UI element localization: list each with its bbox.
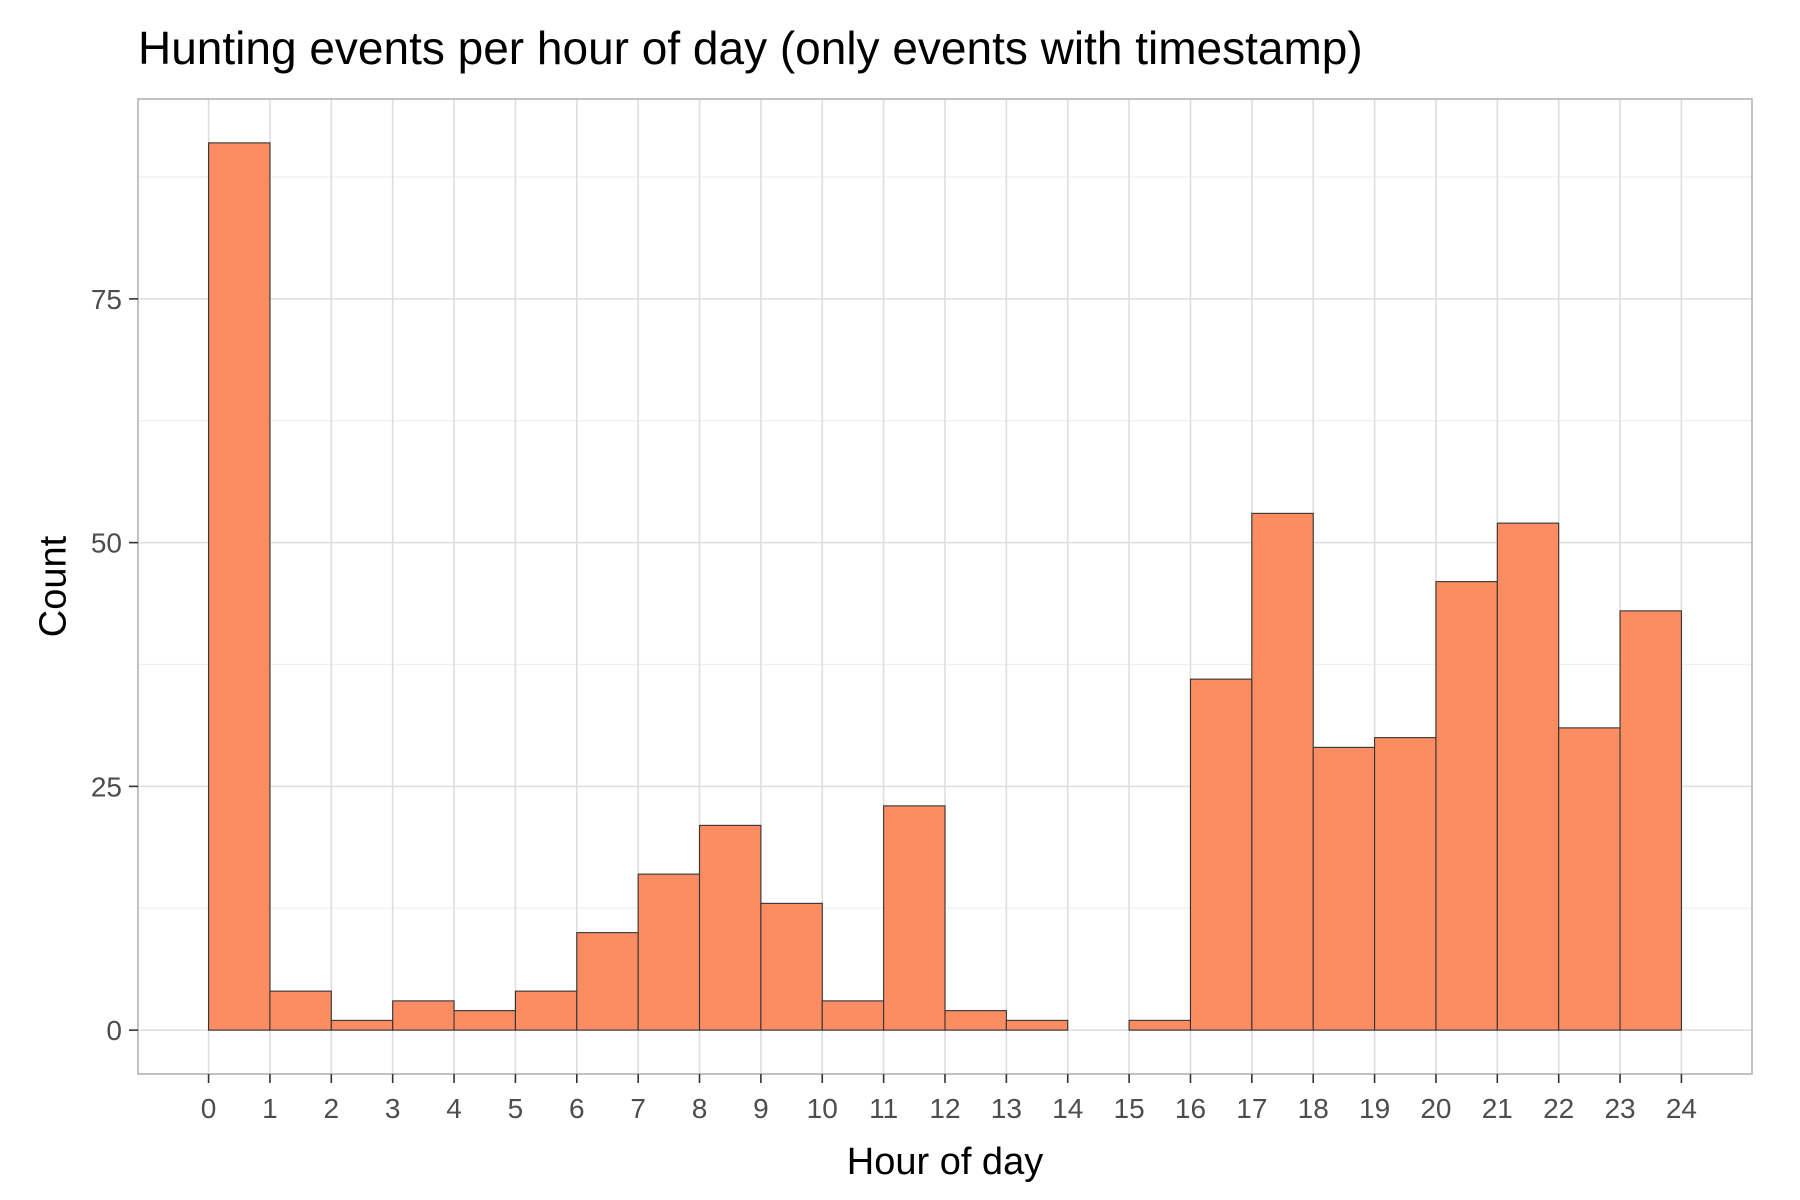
bar <box>1435 581 1498 1031</box>
x-tick-label: 11 <box>869 1093 898 1124</box>
x-tick-label: 10 <box>807 1093 838 1124</box>
bar <box>1189 678 1253 1031</box>
bar <box>453 1010 516 1031</box>
x-tick-label: 18 <box>1298 1093 1329 1124</box>
x-axis-title: Hour of day <box>847 1141 1043 1183</box>
bar <box>330 1019 394 1031</box>
bar <box>269 990 332 1031</box>
x-tick-label: 13 <box>991 1093 1022 1124</box>
y-tick-label: 50 <box>91 528 122 559</box>
x-tick-label: 9 <box>753 1093 769 1124</box>
bar <box>1558 727 1621 1031</box>
x-tick-label: 23 <box>1604 1093 1635 1124</box>
x-tick-label: 16 <box>1175 1093 1206 1124</box>
bar <box>1128 1019 1192 1031</box>
y-axis-title: Count <box>32 535 74 637</box>
x-tick-label: 8 <box>692 1093 708 1124</box>
chart-title: Hunting events per hour of day (only eve… <box>138 22 1363 74</box>
bar <box>944 1010 1007 1031</box>
x-tick-label: 22 <box>1543 1093 1574 1124</box>
x-tick-label: 4 <box>446 1093 462 1124</box>
bar <box>760 902 823 1031</box>
y-tick-label: 0 <box>106 1015 122 1046</box>
x-tick-label: 15 <box>1114 1093 1145 1124</box>
x-tick-label: 20 <box>1420 1093 1451 1124</box>
x-tick-label: 7 <box>630 1093 646 1124</box>
x-tick-label: 19 <box>1359 1093 1390 1124</box>
bar <box>821 1000 885 1031</box>
x-tick-label: 17 <box>1236 1093 1267 1124</box>
x-tick-label: 21 <box>1482 1093 1513 1124</box>
x-tick-label: 24 <box>1666 1093 1697 1124</box>
bar <box>514 990 578 1031</box>
x-tick-label: 12 <box>929 1093 960 1124</box>
bar <box>208 142 271 1031</box>
y-tick-label: 75 <box>91 284 122 315</box>
bar <box>1496 522 1560 1031</box>
bar <box>883 805 946 1031</box>
x-tick-label: 3 <box>385 1093 401 1124</box>
bar <box>698 824 762 1031</box>
bar <box>1312 746 1376 1031</box>
x-tick-label: 5 <box>508 1093 524 1124</box>
bar <box>576 932 639 1031</box>
y-tick-label: 25 <box>91 771 122 802</box>
bars <box>208 142 1682 1031</box>
bar <box>1005 1019 1069 1031</box>
x-tick-label: 0 <box>201 1093 217 1124</box>
x-tick-label: 1 <box>262 1093 278 1124</box>
x-tick-label: 6 <box>569 1093 585 1124</box>
x-tick-label: 14 <box>1052 1093 1083 1124</box>
x-tick-label: 2 <box>324 1093 340 1124</box>
bar <box>392 1000 455 1031</box>
bar <box>637 873 701 1031</box>
bar <box>1374 737 1437 1031</box>
x-axis-ticks: 0 1 2 3 4 5 6 7 8 9 10 11 12 13 14 15 16 17 18 19 20 21 22 23 24 <box>201 1074 1697 1124</box>
y-axis-ticks: 0 25 50 75 <box>91 284 138 1046</box>
bar <box>1251 512 1314 1031</box>
bar <box>1619 610 1682 1031</box>
